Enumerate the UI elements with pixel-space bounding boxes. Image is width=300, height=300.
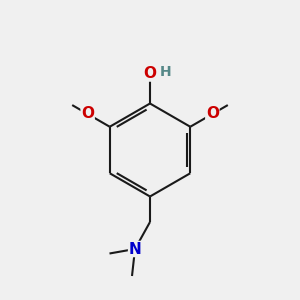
Text: O: O bbox=[81, 106, 94, 122]
Text: O: O bbox=[206, 106, 219, 122]
Text: N: N bbox=[129, 242, 141, 256]
Text: H: H bbox=[160, 65, 171, 79]
Text: O: O bbox=[143, 66, 157, 81]
